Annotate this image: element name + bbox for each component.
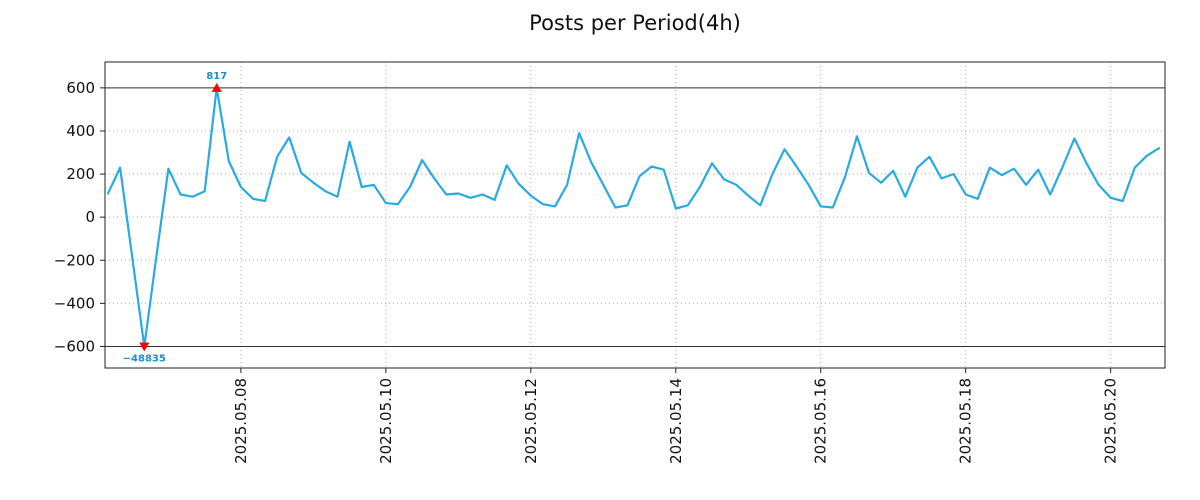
triangle-up-marker <box>211 82 222 92</box>
y-tick-label: 200 <box>66 165 95 183</box>
chart-title: Posts per Period(4h) <box>529 11 741 35</box>
annotation-label: −48835 <box>123 353 166 364</box>
x-tick-label: 2025.05.14 <box>667 378 685 464</box>
x-tick-label: 2025.05.16 <box>812 378 830 464</box>
x-tick-label: 2025.05.08 <box>232 378 250 464</box>
y-tick-label: −600 <box>54 337 95 355</box>
y-tick-label: 600 <box>66 79 95 97</box>
y-tick-label: −200 <box>54 251 95 269</box>
annotation-label: 817 <box>206 71 227 82</box>
y-tick-label: 0 <box>85 208 95 226</box>
y-tick-label: −400 <box>54 294 95 312</box>
x-tick-label: 2025.05.10 <box>377 378 395 464</box>
triangle-down-marker <box>139 342 150 352</box>
x-tick-label: 2025.05.12 <box>522 378 540 464</box>
x-tick-label: 2025.05.18 <box>957 378 975 464</box>
plot-border <box>104 61 1166 369</box>
x-tick-label: 2025.05.20 <box>1102 378 1120 464</box>
y-tick-label: 400 <box>66 122 95 140</box>
series-line <box>106 86 1161 348</box>
